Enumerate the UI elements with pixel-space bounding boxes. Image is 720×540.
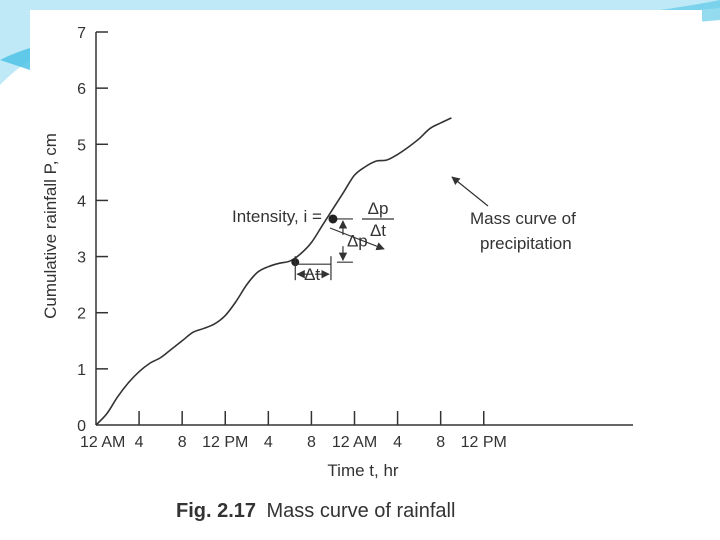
x-tick-label: 8 xyxy=(436,434,445,451)
x-tick-label: 4 xyxy=(264,434,273,451)
slide-wave-decoration xyxy=(0,0,720,85)
curve-label-arrow xyxy=(451,176,489,207)
curve-label-line2: precipitation xyxy=(480,234,572,253)
curve-label-line1: Mass curve of xyxy=(470,209,576,228)
x-tick-label: 8 xyxy=(307,434,316,451)
x-tick-label: 12 PM xyxy=(461,434,507,451)
y-tick-label: 0 xyxy=(77,418,86,435)
x-tick-label: 4 xyxy=(393,434,402,451)
x-tick-label: 12 PM xyxy=(202,434,248,451)
y-tick-label: 6 xyxy=(77,81,86,98)
y-tick-label: 5 xyxy=(77,137,86,154)
caption-title: Mass curve of rainfall xyxy=(266,500,455,522)
x-axis-title: Time t, hr xyxy=(327,461,398,480)
point-b-marker xyxy=(328,214,338,224)
caption-number: Fig. 2.17 xyxy=(176,500,256,522)
figure-panel xyxy=(30,10,702,540)
x-tick-label: 8 xyxy=(178,434,187,451)
x-tick-label: 12 AM xyxy=(80,434,125,451)
y-ticks: 0 1 2 3 4 5 6 7 xyxy=(77,25,108,435)
intensity-numerator: Δp xyxy=(368,199,389,218)
y-tick-label: 2 xyxy=(77,306,86,323)
y-tick-label: 4 xyxy=(77,193,86,210)
y-tick-label: 1 xyxy=(77,362,86,379)
x-ticks: 12 AM 4 8 12 PM 4 8 12 AM 4 8 12 PM xyxy=(80,411,507,451)
figure-caption: Fig. 2.17 Mass curve of rainfall xyxy=(176,500,455,522)
delta-t-label: Δt xyxy=(304,265,320,284)
intensity-pointer-arrow xyxy=(329,227,385,251)
y-tick-label: 7 xyxy=(77,25,86,42)
x-tick-label: 4 xyxy=(135,434,144,451)
y-tick-label: 3 xyxy=(77,250,86,267)
y-axis-title: Cumulative rainfall P, cm xyxy=(41,133,60,319)
mass-curve-line xyxy=(95,117,452,426)
intensity-label: Intensity, i = xyxy=(232,207,322,226)
intensity-denominator: Δt xyxy=(370,221,386,240)
x-tick-label: 12 AM xyxy=(332,434,377,451)
axes xyxy=(95,32,633,426)
